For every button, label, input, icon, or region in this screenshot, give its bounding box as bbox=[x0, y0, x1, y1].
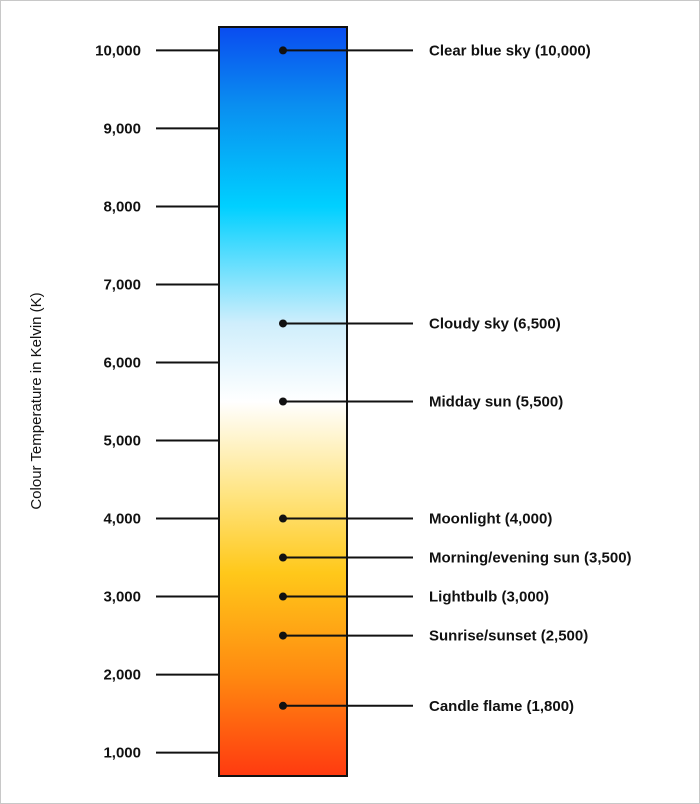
annotation-point bbox=[279, 701, 287, 710]
annotations: Clear blue sky (10,000) Cloudy sky (6,500… bbox=[279, 42, 632, 715]
tick-label: 5,000 bbox=[103, 433, 141, 450]
y-axis-title: Colour Temperature in Kelvin (K) bbox=[28, 292, 45, 509]
tick-label: 3,000 bbox=[103, 589, 141, 606]
tick-label: 9,000 bbox=[103, 120, 141, 137]
annotation-label: Morning/evening sun (3,500) bbox=[429, 550, 632, 567]
annotation-label: Moonlight (4,000) bbox=[429, 511, 552, 528]
annotation-point bbox=[279, 514, 287, 523]
tick-label: 8,000 bbox=[103, 198, 141, 215]
tick-label: 4,000 bbox=[103, 511, 141, 528]
tick-label: 7,000 bbox=[103, 276, 141, 293]
annotation-label: Sunrise/sunset (2,500) bbox=[429, 628, 588, 645]
annotation-point bbox=[279, 631, 287, 640]
tick-label: 6,000 bbox=[103, 354, 141, 371]
annotation-label: Clear blue sky (10,000) bbox=[429, 42, 591, 59]
annotation-point bbox=[279, 397, 287, 406]
annotation-label: Candle flame (1,800) bbox=[429, 698, 574, 715]
annotation-point bbox=[279, 46, 287, 55]
annotation-label: Cloudy sky (6,500) bbox=[429, 315, 561, 332]
tick-label: 1,000 bbox=[103, 745, 141, 762]
annotation-point bbox=[279, 592, 287, 601]
tick-label: 2,000 bbox=[103, 667, 141, 684]
annotation-label: Midday sun (5,500) bbox=[429, 394, 563, 411]
annotation-point bbox=[279, 553, 287, 562]
tick-label: 10,000 bbox=[95, 42, 141, 59]
annotation-point bbox=[279, 319, 287, 328]
y-axis-ticks: 1,000 2,000 3,000 4,000 5,000 6,000 7,000 8,000… bbox=[95, 42, 219, 762]
annotation-label: Lightbulb (3,000) bbox=[429, 589, 549, 606]
